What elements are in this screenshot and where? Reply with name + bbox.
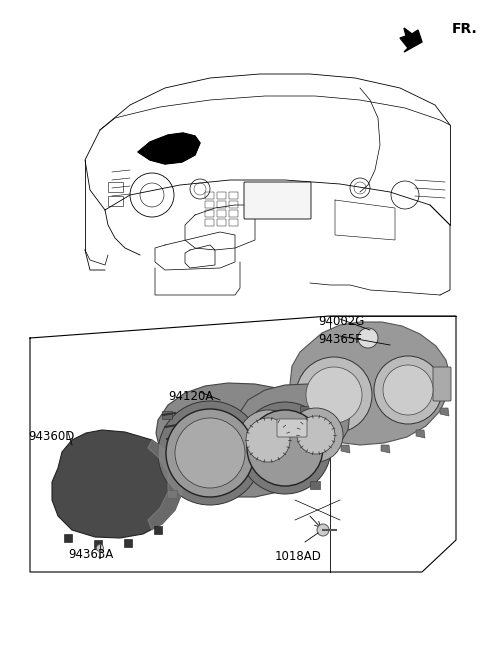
FancyBboxPatch shape [244,182,311,219]
Circle shape [289,408,343,462]
Polygon shape [138,133,200,164]
Polygon shape [236,384,350,463]
Polygon shape [400,28,422,52]
Circle shape [246,418,290,462]
Polygon shape [381,445,390,453]
Polygon shape [64,534,72,542]
FancyBboxPatch shape [277,419,307,437]
Bar [108,196,123,206]
Circle shape [239,402,331,494]
Bar [217,210,226,217]
Circle shape [317,524,329,536]
Circle shape [306,367,362,423]
Polygon shape [341,445,350,453]
Polygon shape [440,408,449,416]
Polygon shape [300,406,310,414]
Polygon shape [167,490,177,498]
Circle shape [158,401,262,505]
Polygon shape [124,539,132,547]
Polygon shape [416,430,425,438]
Circle shape [238,410,298,470]
Bar [229,210,238,217]
Polygon shape [310,481,320,489]
Circle shape [358,328,378,348]
Text: 1018AD: 1018AD [275,550,322,563]
Text: 94120A: 94120A [168,390,214,403]
Bar [205,210,214,217]
Circle shape [296,357,372,433]
Polygon shape [94,540,102,548]
Bar [229,201,238,208]
Text: FR.: FR. [452,22,478,36]
Bar [217,192,226,199]
Bar [229,192,238,199]
Polygon shape [162,411,172,419]
FancyBboxPatch shape [433,367,451,401]
Text: 94002G: 94002G [318,315,364,328]
Circle shape [374,356,442,424]
Bar [205,192,214,199]
Bar [217,201,226,208]
Text: 94360D: 94360D [28,430,74,443]
Bar [205,201,214,208]
Polygon shape [148,440,182,530]
Circle shape [297,416,335,454]
Circle shape [383,365,433,415]
Polygon shape [52,430,182,538]
Polygon shape [290,322,450,445]
Text: 94363A: 94363A [68,548,113,561]
Bar [108,182,123,192]
Polygon shape [156,383,322,497]
Bar [229,219,238,226]
Bar [205,219,214,226]
Polygon shape [306,435,315,443]
Circle shape [247,410,323,486]
Polygon shape [154,526,162,534]
Circle shape [175,418,245,488]
Circle shape [96,544,104,552]
Bar [217,219,226,226]
Text: 94365F: 94365F [318,333,362,346]
Circle shape [166,409,254,497]
